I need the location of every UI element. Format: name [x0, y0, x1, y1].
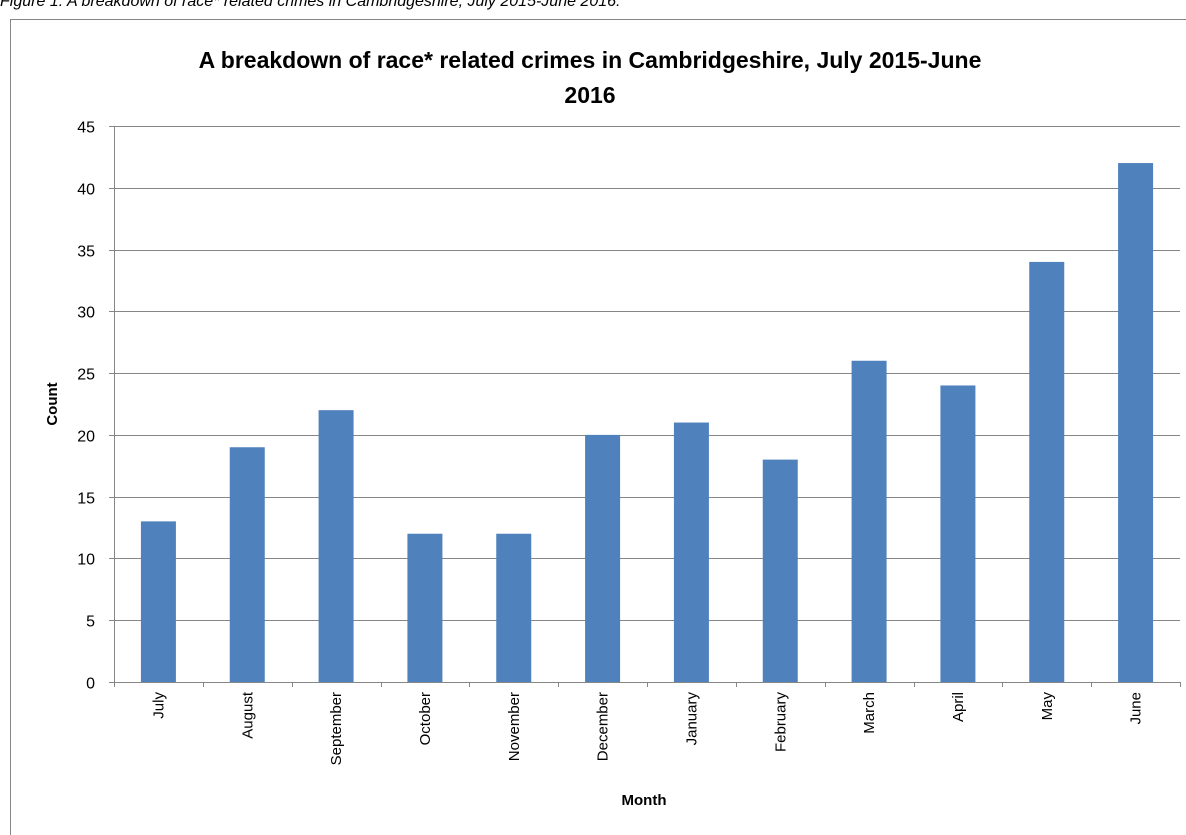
y-tick-label: 45: [77, 120, 95, 137]
chart-title-line-2: 2016: [564, 82, 615, 108]
x-tick-label-september: September: [328, 692, 345, 765]
y-tick-label: 0: [86, 676, 95, 693]
y-tick-labels: 0 5 10 15 20 25 30 35 40 45: [77, 120, 95, 693]
x-tick-label-may: May: [1039, 692, 1056, 721]
y-tick-label: 25: [77, 367, 95, 384]
y-tick-label: 5: [86, 614, 95, 631]
bar-july: [140, 521, 176, 682]
chart-title-line-1: A breakdown of race* related crimes in C…: [199, 47, 982, 73]
x-tick-label-june: June: [1128, 692, 1145, 725]
x-tick-label-november: November: [506, 692, 523, 761]
gridlines: [109, 126, 1180, 683]
x-tick-label-january: January: [683, 692, 700, 746]
y-tick-label: 20: [77, 429, 95, 446]
x-tick-label-april: April: [950, 692, 967, 722]
bar-november: [496, 533, 532, 682]
x-tick-label-july: July: [150, 692, 167, 719]
bar-april: [940, 385, 976, 682]
y-tick-label: 30: [77, 305, 95, 322]
bar-december: [585, 434, 621, 682]
figure-caption: Figure 1: A breakdown of race* related c…: [0, 0, 621, 10]
y-tick-label: 40: [77, 182, 95, 199]
bar-january: [673, 422, 709, 682]
x-tick-label-february: February: [772, 692, 789, 753]
y-tick-label: 10: [77, 552, 95, 569]
axes: [114, 126, 1181, 687]
bar-october: [407, 533, 443, 682]
bar-may: [1029, 261, 1065, 682]
y-tick-label: 35: [77, 244, 95, 261]
x-tick-label-december: December: [595, 692, 612, 761]
x-tick-label-august: August: [239, 691, 256, 739]
x-axis-title: Month: [622, 792, 667, 809]
x-tick-labels: July August September October November Decemb…: [150, 691, 1144, 765]
y-tick-label: 15: [77, 491, 95, 508]
chart-frame: [10, 19, 1186, 835]
x-tick-label-october: October: [417, 692, 434, 745]
bar-february: [762, 459, 798, 682]
bar-august: [229, 447, 265, 682]
bar-march: [851, 360, 887, 682]
chart-title: A breakdown of race* related crimes in C…: [199, 47, 982, 108]
y-axis-title: Count: [44, 382, 61, 425]
x-tick-label-march: March: [861, 692, 878, 734]
bar-june: [1118, 163, 1154, 683]
bar-september: [318, 410, 354, 682]
bars: [140, 163, 1154, 683]
